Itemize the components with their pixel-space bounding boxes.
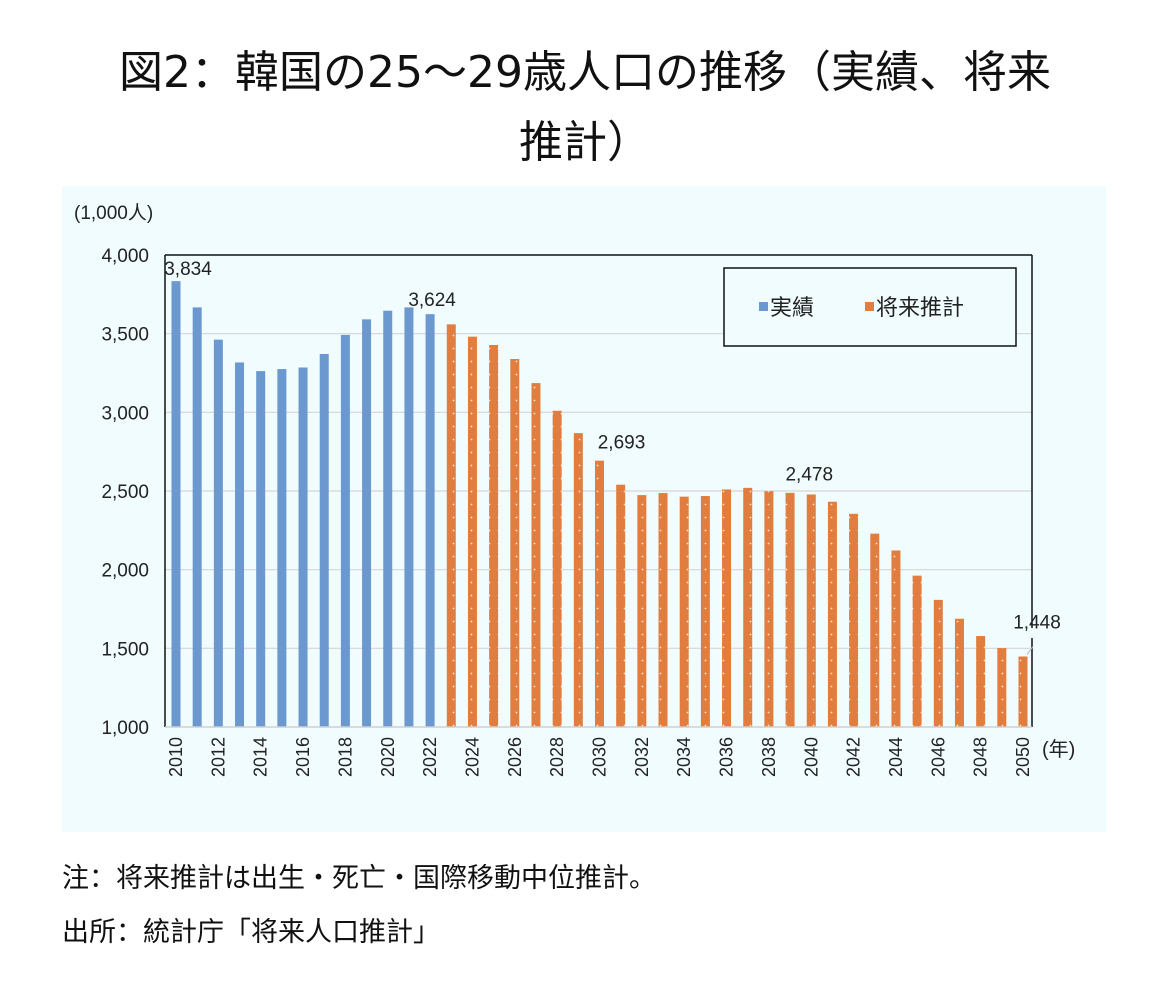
chart-title-line-2: 推計） xyxy=(519,117,651,168)
legend-swatch-projection xyxy=(865,302,874,311)
y-tick-label: 3,000 xyxy=(101,403,149,424)
x-tick-label: 2012 xyxy=(208,737,228,777)
bar-projection-2038 xyxy=(764,491,774,727)
x-tick-label: 2010 xyxy=(166,737,186,777)
data-label-2040: 2,478 xyxy=(785,464,833,485)
bar-projection-2037 xyxy=(743,487,753,727)
bar-projection-2041 xyxy=(827,501,837,727)
source-note: 出所：統計庁「将来人口推計」 xyxy=(62,917,440,948)
y-tick-label: 2,000 xyxy=(101,561,149,582)
x-tick-label: 2044 xyxy=(886,737,906,777)
bar-actual-2022 xyxy=(425,314,435,727)
bar-actual-2020 xyxy=(383,310,393,727)
y-tick-label: 4,000 xyxy=(101,246,149,267)
y-tick-label: 2,500 xyxy=(101,482,149,503)
x-tick-label: 2016 xyxy=(293,737,313,777)
y-tick-label: 1,000 xyxy=(101,718,149,739)
x-tick-label: 2032 xyxy=(632,737,652,777)
x-tick-label: 2020 xyxy=(378,737,398,777)
leader-line xyxy=(1026,646,1034,655)
bar-projection-2029 xyxy=(573,433,583,727)
bar-projection-2048 xyxy=(976,636,986,727)
y-tick-label: 3,500 xyxy=(101,325,149,346)
bar-projection-2046 xyxy=(933,599,943,727)
bar-actual-2016 xyxy=(298,367,308,727)
bar-projection-2023 xyxy=(446,324,456,727)
bar-projection-2047 xyxy=(954,618,964,727)
x-tick-label: 2018 xyxy=(335,737,355,777)
x-tick-label: 2050 xyxy=(1013,737,1033,777)
bar-chart: 1,000 1,500 2,000 2,500 3,000 3,500 4,000 (1,00… xyxy=(74,202,1075,777)
bar-actual-2011 xyxy=(192,307,202,727)
bar-actual-2017 xyxy=(319,353,329,727)
bar-projection-2030 xyxy=(595,460,604,727)
bar-actual-2013 xyxy=(235,362,245,727)
bar-actual-2015 xyxy=(277,369,287,727)
legend: 実績 将来推計 xyxy=(723,267,1017,347)
x-tick-label: 2028 xyxy=(547,737,567,777)
bar-projection-2034 xyxy=(679,496,689,727)
x-tick-label: 2022 xyxy=(420,737,440,777)
bar-projection-2049 xyxy=(997,648,1007,727)
bar-projection-2035 xyxy=(700,496,710,727)
x-axis-unit-label: (年) xyxy=(1042,738,1075,761)
bar-actual-2021 xyxy=(404,307,414,727)
x-tick-label: 2036 xyxy=(717,737,737,777)
legend-label-actual: 実績 xyxy=(770,295,814,320)
x-tick-label: 2048 xyxy=(971,737,991,777)
x-tick-label: 2014 xyxy=(251,737,271,777)
y-axis-unit-label: (1,000人) xyxy=(74,202,153,224)
data-label-2030: 2,693 xyxy=(598,433,646,454)
chart-title-line-1: 図2：韓国の25〜29歳人口の推移（実績、将来 xyxy=(119,47,1051,98)
x-tick-label: 2038 xyxy=(759,737,779,777)
bar-actual-2014 xyxy=(256,371,266,727)
data-label-2022: 3,624 xyxy=(408,290,456,311)
bar-projection-2031 xyxy=(616,484,626,727)
bar-projection-2050 xyxy=(1018,656,1028,727)
bar-projection-2044 xyxy=(891,550,901,727)
bar-projection-2024 xyxy=(467,336,477,727)
bar-projection-2025 xyxy=(489,344,499,727)
x-tick-label: 2040 xyxy=(801,737,821,777)
x-tick-label: 2042 xyxy=(844,737,864,777)
x-tick-label: 2026 xyxy=(505,737,525,777)
bar-actual-2018 xyxy=(340,334,350,727)
bar-projection-2042 xyxy=(849,513,859,727)
bar-projection-2027 xyxy=(531,383,541,727)
x-tick-label: 2034 xyxy=(674,737,694,777)
bar-actual-2010 xyxy=(171,281,181,727)
chart-panel: 1,000 1,500 2,000 2,500 3,000 3,500 4,000 (1,00… xyxy=(62,186,1106,832)
legend-swatch-actual xyxy=(759,302,768,311)
bar-projection-2032 xyxy=(637,495,647,727)
bar-projection-2028 xyxy=(552,410,562,727)
footnote: 注：将来推計は出生・死亡・国際移動中位推計。 xyxy=(62,863,656,894)
x-tick-label: 2024 xyxy=(462,737,482,777)
data-label-2050: 1,448 xyxy=(1013,613,1061,634)
bar-projection-2043 xyxy=(870,533,880,727)
bar-actual-2019 xyxy=(362,319,372,727)
y-tick-label: 1,500 xyxy=(101,639,149,660)
bar-projection-2026 xyxy=(510,358,520,727)
bar-projection-2033 xyxy=(658,493,668,727)
data-label-2010: 3,834 xyxy=(164,259,212,280)
bar-projection-2040 xyxy=(806,494,816,727)
x-tick-label: 2030 xyxy=(590,737,610,777)
bar-projection-2036 xyxy=(722,489,732,727)
legend-label-projection: 将来推計 xyxy=(876,295,964,320)
bar-projection-2045 xyxy=(912,575,922,727)
x-tick-label: 2046 xyxy=(928,737,948,777)
bar-projection-2039 xyxy=(785,492,795,727)
bar-actual-2012 xyxy=(213,339,223,727)
